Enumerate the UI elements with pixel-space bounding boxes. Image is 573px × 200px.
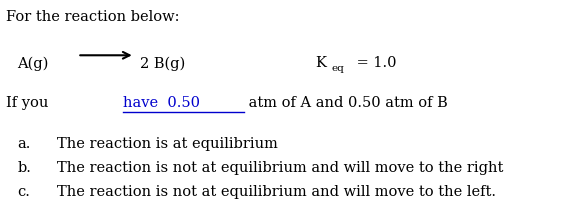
Text: eq: eq bbox=[331, 64, 344, 73]
Text: have  0.50: have 0.50 bbox=[123, 96, 200, 110]
Text: The reaction is not at equilibrium and will move to the right: The reaction is not at equilibrium and w… bbox=[57, 160, 504, 174]
Text: For the reaction below:: For the reaction below: bbox=[6, 10, 179, 24]
Text: K: K bbox=[315, 56, 326, 70]
Text: The reaction is at equilibrium: The reaction is at equilibrium bbox=[57, 136, 278, 150]
Text: If you: If you bbox=[6, 96, 53, 110]
Text: atm of A and 0.50 atm of B: atm of A and 0.50 atm of B bbox=[244, 96, 448, 110]
Text: A(g): A(g) bbox=[17, 56, 49, 70]
Text: The reaction is not at equilibrium and will move to the left.: The reaction is not at equilibrium and w… bbox=[57, 184, 496, 198]
Text: a.: a. bbox=[17, 136, 30, 150]
Text: 2 B(g): 2 B(g) bbox=[140, 56, 186, 70]
Text: b.: b. bbox=[17, 160, 31, 174]
Text: c.: c. bbox=[17, 184, 30, 198]
Text: = 1.0: = 1.0 bbox=[352, 56, 397, 70]
